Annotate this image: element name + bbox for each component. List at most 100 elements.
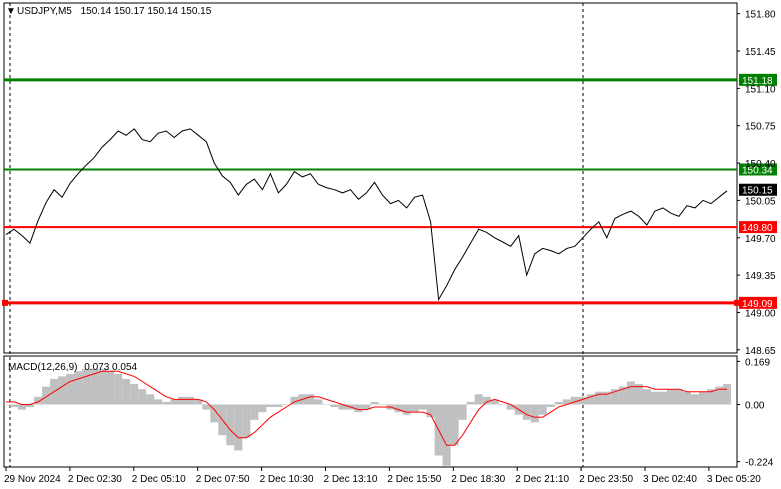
macd-bar (282, 404, 291, 405)
macd-values: 0.073 0.054 (84, 362, 137, 373)
macd-bar (274, 404, 283, 408)
macd-bar (330, 404, 339, 408)
macd-bar (58, 376, 67, 405)
price-series (5, 128, 728, 302)
macd-bar (26, 404, 35, 408)
macd-bar (250, 404, 259, 420)
time-tick-label: 3 Dec 02:40 (643, 474, 697, 485)
macd-bar (506, 404, 515, 410)
level-marker (2, 299, 8, 306)
macd-bar (394, 404, 403, 413)
macd-header: MACD(12,26,9) 0.073 0.054 (8, 362, 138, 373)
macd-bar (594, 391, 603, 405)
symbol-timeframe: USDJPY,M5 (17, 6, 72, 17)
price-tick-label: 150.40 (745, 159, 776, 170)
time-tick-label: 2 Dec 15:50 (387, 474, 441, 485)
macd-bar (650, 391, 659, 405)
macd-bar (634, 384, 643, 405)
macd-bar (82, 368, 91, 405)
price-tick-label: 150.75 (745, 122, 776, 133)
macd-bar (146, 394, 155, 405)
time-tick-label: 2 Dec 07:50 (196, 474, 250, 485)
macd-bar (362, 404, 371, 410)
macd-bar (610, 389, 619, 405)
macd-bar (714, 386, 723, 405)
macd-bar (690, 394, 699, 405)
time-tick-label: 2 Dec 10:30 (260, 474, 314, 485)
macd-bar (162, 401, 171, 405)
macd-bar (354, 404, 363, 413)
time-tick-label: 2 Dec 05:10 (132, 474, 186, 485)
macd-bar (450, 404, 459, 446)
macd-bar (522, 404, 531, 420)
time-tick-label: 2 Dec 23:50 (579, 474, 633, 485)
macd-bar (234, 404, 243, 451)
macd-bar (114, 373, 123, 405)
macd-bar (106, 371, 115, 405)
macd-bar (482, 396, 491, 405)
collapse-triangle-icon[interactable]: ▼ (6, 6, 16, 17)
macd-bar (258, 404, 267, 413)
macd-bar (186, 396, 195, 405)
macd-bar (546, 404, 555, 408)
level-lines (2, 78, 740, 306)
macd-bar (578, 396, 587, 405)
price-tick-label: 151.10 (745, 84, 776, 95)
level-value: 149.09 (742, 299, 773, 310)
macd-bar (674, 389, 683, 405)
macd-label: MACD(12,26,9) (8, 362, 77, 373)
macd-bar (138, 389, 147, 405)
price-line (5, 128, 728, 302)
macd-bar (698, 391, 707, 405)
macd-tick-label: 0.169 (745, 357, 770, 368)
price-tick-label: 148.65 (745, 346, 776, 357)
macd-bar (290, 396, 299, 405)
level-value: 149.80 (742, 223, 773, 234)
price-tick-label: 149.00 (745, 308, 776, 319)
macd-bar (322, 404, 331, 405)
price-tick-label: 149.35 (745, 271, 776, 282)
level-value: 150.34 (742, 165, 773, 176)
macd-bar (338, 404, 347, 410)
level-label-2: 149.80 (739, 221, 777, 234)
macd-bar (586, 394, 595, 405)
macd-bar (538, 404, 547, 415)
macd-bar (570, 396, 579, 405)
macd-bar (723, 384, 731, 405)
macd-panel-frame (3, 355, 738, 468)
time-tick-label: 2 Dec 13:10 (324, 474, 378, 485)
macd-bar (194, 399, 203, 405)
macd-bar (306, 394, 315, 405)
macd-bar (266, 404, 275, 408)
price-tick-label: 151.45 (745, 47, 776, 58)
macd-bar (602, 391, 611, 405)
macd-bar (226, 404, 235, 446)
current-price-label: 150.15 (739, 183, 777, 197)
time-tick-label: 29 Nov 2024 (4, 474, 61, 485)
macd-bar (666, 389, 675, 405)
level-value: 151.18 (742, 76, 773, 87)
macd-bar (554, 401, 563, 405)
macd-bar (466, 401, 475, 405)
price-tick-label: 150.05 (745, 196, 776, 207)
macd-bar (426, 404, 435, 418)
macd-bar (402, 404, 411, 415)
macd-bar (498, 404, 507, 405)
macd-bar (122, 378, 131, 405)
price-panel-frame (3, 2, 738, 354)
macd-bar (18, 404, 27, 410)
macd-bar (210, 404, 219, 423)
macd-bar (370, 401, 379, 405)
level-label-0: 151.18 (739, 73, 777, 87)
macd-axis: 0.169 0.00 -0.224 (737, 357, 774, 469)
signal-line (6, 370, 727, 446)
macd-tick-label: 0.00 (745, 400, 765, 411)
macd-bar (130, 384, 139, 405)
macd-bar (642, 389, 651, 405)
time-axis: 29 Nov 2024 2 Dec 02:30 2 Dec 05:10 2 Dec 0… (4, 467, 761, 485)
chart-header: USDJPY,M5 150.14 150.17 150.14 150.15 (17, 6, 212, 17)
macd-bar (530, 404, 539, 423)
macd-bar (682, 391, 691, 405)
